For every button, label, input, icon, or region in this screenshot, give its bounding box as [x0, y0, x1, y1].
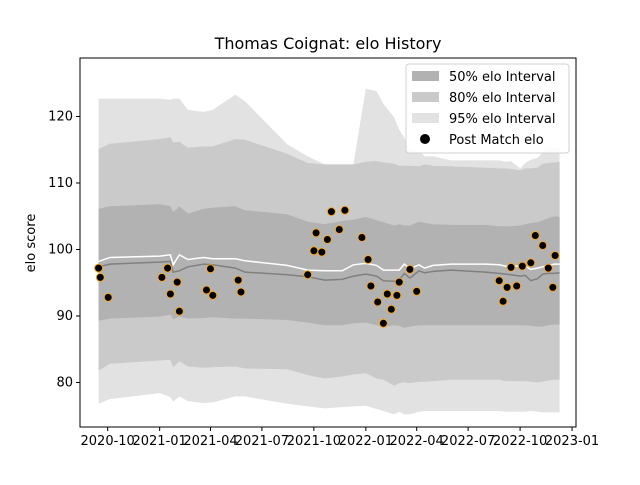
post-match-elo-point [538, 241, 548, 250]
post-match-elo-point [103, 292, 113, 302]
post-match-elo-point [317, 247, 327, 257]
post-match-elo-point [340, 205, 350, 215]
legend-label: 50% elo Interval [449, 70, 556, 85]
post-match-elo-point [172, 277, 182, 287]
post-match-elo-point [363, 255, 373, 264]
post-match-elo-point [322, 235, 332, 244]
post-match-elo-point [303, 270, 313, 280]
post-match-elo-point [202, 285, 211, 295]
post-match-elo-point [517, 261, 527, 271]
x-tick-label: 2022-04 [390, 434, 444, 449]
post-match-elo-point [163, 263, 173, 273]
x-tick-label: 2021-10 [287, 434, 341, 449]
post-match-elo-point [506, 262, 516, 272]
legend-box [405, 63, 570, 154]
post-match-elo-point [326, 207, 336, 217]
x-tick-label: 2022-10 [493, 434, 547, 449]
post-match-elo-point [309, 246, 319, 256]
post-match-elo-point [366, 281, 376, 291]
post-match-elo-point [357, 233, 367, 242]
post-match-elo-point [311, 228, 321, 238]
legend-swatch [412, 92, 439, 102]
post-match-elo-point [233, 275, 243, 285]
x-tick-label: 2022-01 [339, 434, 393, 449]
chart-title: Thomas Coignat: elo History [214, 34, 442, 53]
post-match-elo-point [543, 263, 553, 273]
post-match-elo-point [494, 276, 504, 286]
post-match-elo-point [373, 297, 383, 307]
post-match-elo-point [95, 272, 105, 282]
median-elo-line [98, 260, 560, 283]
x-tick-label: 2021-04 [183, 434, 237, 449]
legend-swatch [412, 71, 439, 81]
post-match-elo-point [412, 286, 422, 296]
y-tick-label: 100 [48, 242, 73, 257]
post-match-elo-point [548, 282, 558, 292]
legend-label: Post Match elo [449, 133, 544, 148]
y-tick-label: 90 [56, 309, 73, 324]
post-match-elo-point [498, 296, 508, 306]
post-match-elo-point [405, 264, 415, 274]
post-match-elo-point [382, 289, 392, 299]
x-tick-label: 2021-01 [132, 434, 186, 449]
y-tick-label: 120 [48, 110, 73, 125]
y-tick-label: 80 [56, 375, 73, 390]
legend-swatch [412, 113, 439, 123]
x-tick-label: 2023-01 [545, 434, 599, 449]
post-match-elo-point [512, 281, 522, 291]
legend: 50% elo Interval 80% elo Interval 95% elo … [405, 63, 570, 154]
legend-label: 80% elo Interval [449, 91, 556, 106]
post-match-elo-point [378, 318, 388, 328]
post-match-elo-point [157, 272, 167, 282]
post-match-elo-point [165, 289, 175, 299]
y-tick-label: 110 [48, 176, 73, 191]
legend-label: 95% elo Interval [449, 112, 556, 127]
legend-marker [420, 134, 430, 144]
post-match-elo-point [526, 258, 536, 268]
post-match-elo-point [502, 282, 512, 292]
x-tick-label: 2020-10 [81, 434, 135, 449]
post-match-elo-point [206, 264, 215, 274]
post-match-elo-point [392, 290, 402, 300]
post-match-elo-point [94, 263, 104, 273]
post-match-elo-point [394, 277, 404, 287]
post-match-elo-point [530, 231, 540, 240]
axes: 80 90 100 110 120 2020-102021-012021-042021-0… [48, 110, 599, 449]
post-match-elo-point [386, 304, 396, 314]
y-axis-label: elo score [24, 214, 39, 273]
plot-area [94, 88, 560, 415]
post-match-elo-point [236, 287, 246, 297]
x-tick-label: 2021-07 [235, 434, 289, 449]
post-match-elo-point [208, 290, 218, 300]
x-tick-label: 2022-07 [441, 434, 495, 449]
post-match-elo-point [550, 251, 560, 260]
post-match-elo-point [174, 306, 184, 316]
axes-frame [79, 57, 577, 428]
post-match-elo-point [334, 225, 344, 234]
